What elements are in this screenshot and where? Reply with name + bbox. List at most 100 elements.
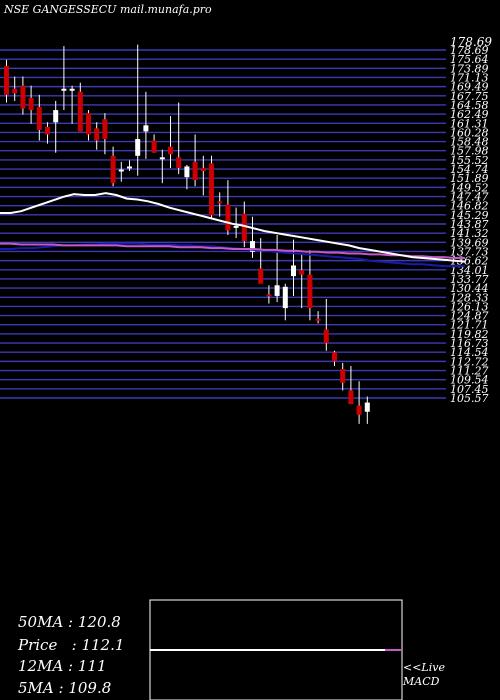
- candle: [36, 94, 42, 141]
- price-tick-label: 173.89: [450, 62, 489, 75]
- candle: [4, 59, 9, 103]
- price-tick-label: 116.73: [450, 337, 489, 350]
- price-top-label: 178.69: [450, 35, 492, 49]
- candle: [200, 155, 206, 196]
- candle: [323, 298, 329, 351]
- candle-body-down: [176, 157, 182, 168]
- candle-body-up: [250, 241, 255, 252]
- candle: [102, 113, 108, 155]
- candle-body-up: [61, 88, 67, 91]
- candle-body-down: [28, 97, 34, 111]
- candle-body-down: [151, 140, 157, 153]
- candle-body-up: [69, 88, 75, 91]
- candle-body-up: [184, 166, 190, 178]
- candle: [217, 192, 223, 217]
- price-tick-label: 111.27: [450, 365, 489, 378]
- candle: [250, 216, 255, 258]
- price-tick-label: 178.69: [450, 44, 489, 57]
- candle-body-down: [307, 274, 313, 309]
- candle: [77, 82, 83, 132]
- price-tick-label: 141.32: [450, 227, 489, 240]
- candle: [209, 155, 214, 219]
- candle-body-down: [315, 318, 321, 321]
- ma12-label: 12MA : 111: [18, 657, 107, 675]
- candle-body-up: [233, 225, 239, 228]
- candle: [176, 102, 182, 175]
- price-tick-label: 149.52: [450, 181, 489, 194]
- price-tick-label: 161.31: [450, 117, 489, 130]
- macd-label: MACD: [403, 675, 440, 688]
- candle-body-down: [356, 405, 362, 415]
- ma5-label: 5MA : 109.8: [18, 679, 112, 697]
- candle-body-down: [258, 268, 264, 284]
- candle: [225, 180, 231, 235]
- price-tick-label: 124.87: [450, 310, 489, 323]
- candle: [151, 134, 157, 153]
- candle-body-up: [274, 285, 280, 296]
- candle: [192, 134, 198, 187]
- candle-body-down: [348, 390, 354, 405]
- price-tick-label: 121.71: [450, 319, 489, 332]
- candle-body-up: [291, 265, 296, 277]
- price-tick-label: 133.77: [450, 273, 489, 286]
- price-tick-label: 162.49: [450, 108, 489, 121]
- candle-body-down: [94, 128, 100, 141]
- price-tick-label: 143.87: [450, 218, 489, 231]
- candle: [340, 362, 346, 391]
- price-tick-label: 112.72: [450, 355, 489, 368]
- candle: [45, 122, 50, 144]
- price-tick-label: 151.89: [450, 172, 489, 185]
- candle: [299, 253, 305, 309]
- price-tick-label: 171.13: [450, 71, 489, 84]
- price-tick-label: 175.64: [450, 53, 489, 66]
- candle: [110, 146, 116, 187]
- candle-body-down: [86, 113, 91, 135]
- candle-body-down: [209, 163, 214, 216]
- candle-body-down: [20, 85, 26, 109]
- candle-body-up: [118, 169, 124, 172]
- candle-body-up: [143, 125, 149, 132]
- candle: [28, 85, 34, 124]
- price-tick-label: 169.49: [450, 81, 489, 94]
- price-tick-label: 114.54: [450, 346, 489, 359]
- price-tick-label: 158.48: [450, 136, 489, 149]
- candle-body-down: [299, 270, 305, 275]
- price-tick-label: 109.54: [450, 374, 489, 387]
- price-tick-label: 155.52: [450, 154, 489, 167]
- candle-body-down: [266, 294, 272, 297]
- candle: [282, 283, 288, 321]
- magenta-ma-line: [0, 242, 465, 259]
- candle-body-down: [12, 88, 18, 94]
- price-grid: [0, 49, 446, 399]
- candle-body-down: [332, 352, 337, 362]
- candle: [184, 164, 190, 190]
- candle-body-up: [282, 286, 288, 309]
- candle: [291, 239, 296, 296]
- candle: [258, 238, 264, 284]
- price-tick-label: 130.44: [450, 282, 489, 295]
- candle-body-down: [77, 91, 83, 132]
- candle: [315, 311, 321, 324]
- candle-body-down: [168, 146, 173, 155]
- candle: [348, 366, 354, 405]
- candle-body-down: [217, 201, 223, 204]
- candle: [159, 149, 165, 184]
- candle: [266, 285, 272, 304]
- live-link[interactable]: <<Live: [403, 661, 445, 674]
- candle: [94, 122, 100, 150]
- price-tick-label: 146.82: [450, 200, 489, 213]
- candle: [12, 76, 18, 101]
- price-tick-label: 145.29: [450, 209, 489, 222]
- price-tick-label: 160.28: [450, 126, 489, 139]
- candle-body-up: [127, 166, 132, 169]
- candle: [364, 396, 370, 424]
- candle-body-up: [364, 402, 370, 412]
- price-tick-label: 126.13: [450, 300, 489, 313]
- candle-body-down: [241, 213, 247, 242]
- price-tick-label: 107.45: [450, 383, 489, 396]
- candle-body-down: [192, 161, 198, 181]
- candle-body-down: [225, 204, 231, 231]
- candle-body-down: [102, 119, 108, 140]
- candle-body-up: [53, 110, 59, 123]
